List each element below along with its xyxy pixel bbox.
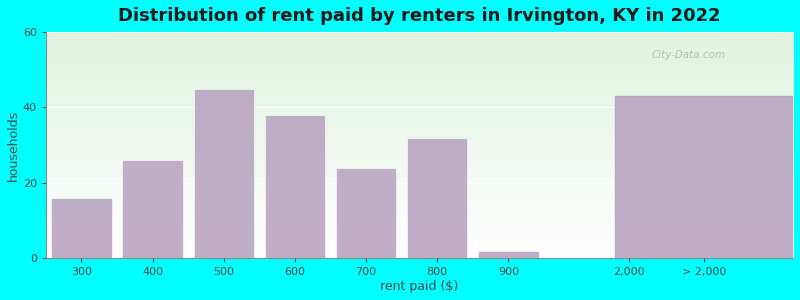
Text: City-Data.com: City-Data.com (651, 50, 726, 60)
Bar (407, 138, 467, 258)
X-axis label: rent paid ($): rent paid ($) (380, 280, 458, 293)
Bar (478, 251, 538, 258)
Bar (265, 115, 325, 258)
Y-axis label: households: households (7, 110, 20, 181)
Bar (51, 198, 112, 258)
Bar (336, 168, 396, 258)
Bar (615, 96, 793, 258)
Bar (194, 88, 254, 258)
Title: Distribution of rent paid by renters in Irvington, KY in 2022: Distribution of rent paid by renters in … (118, 7, 721, 25)
Bar (122, 160, 183, 258)
